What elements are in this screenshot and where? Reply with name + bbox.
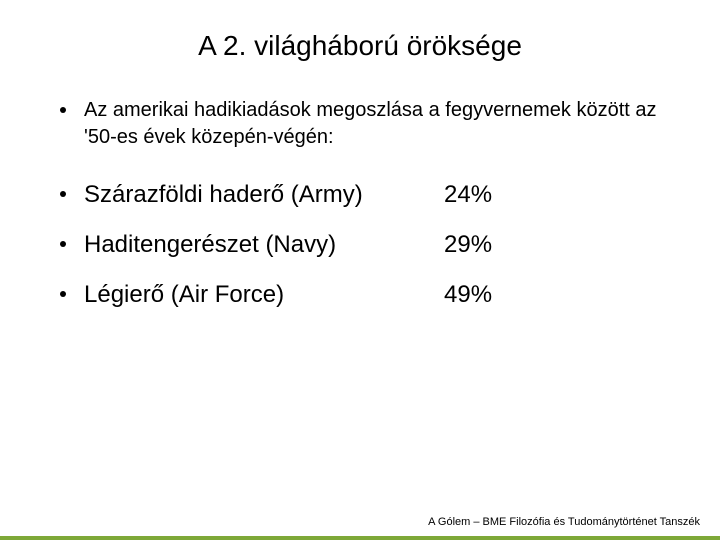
slide-container: A 2. világháború öröksége Az amerikai ha… — [0, 0, 720, 540]
intro-text: Az amerikai hadikiadások megoszlása a fe… — [84, 97, 680, 151]
intro-bullet: Az amerikai hadikiadások megoszlása a fe… — [60, 97, 680, 151]
data-row: Légierő (Air Force) 49% — [84, 281, 680, 309]
bullet-icon — [60, 241, 66, 247]
list-item: Légierő (Air Force) 49% — [60, 281, 680, 309]
data-label: Szárazföldi haderő (Army) — [84, 181, 444, 209]
data-row: Haditengerészet (Navy) 29% — [84, 231, 680, 259]
data-label: Légierő (Air Force) — [84, 281, 444, 309]
list-item: Haditengerészet (Navy) 29% — [60, 231, 680, 259]
slide-title: A 2. világháború öröksége — [40, 30, 680, 62]
data-value: 29% — [444, 231, 492, 259]
list-item: Szárazföldi haderő (Army) 24% — [60, 181, 680, 209]
data-value: 24% — [444, 181, 492, 209]
slide-content: Az amerikai hadikiadások megoszlása a fe… — [40, 97, 680, 309]
bullet-icon — [60, 107, 66, 113]
bullet-icon — [60, 191, 66, 197]
slide-footer: A Gólem – BME Filozófia és Tudománytörté… — [428, 516, 700, 528]
data-label: Haditengerészet (Navy) — [84, 231, 444, 259]
data-row: Szárazföldi haderő (Army) 24% — [84, 181, 680, 209]
data-value: 49% — [444, 281, 492, 309]
footer-accent-bar — [0, 536, 720, 540]
bullet-icon — [60, 291, 66, 297]
